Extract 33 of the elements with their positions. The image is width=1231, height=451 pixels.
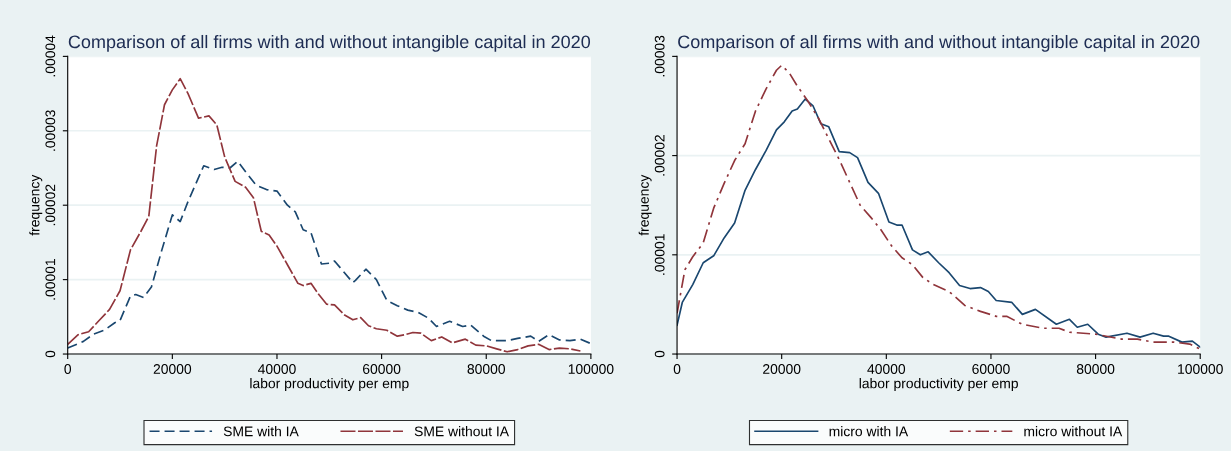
x-tick-label: 80000: [1076, 364, 1115, 374]
x-tick-label: 60000: [363, 364, 401, 374]
y-tick-label: .00001: [45, 259, 56, 300]
y-tick-label: 0: [45, 350, 56, 358]
x-tick-label: 100000: [568, 364, 614, 374]
x-tick-label: 100000: [1178, 364, 1223, 374]
y-tick-label: .00003: [45, 110, 56, 151]
y-tick-label: .00001: [654, 234, 665, 275]
y-axis-title: frequency: [29, 174, 43, 236]
x-tick-label: 0: [673, 364, 681, 374]
y-tick-label: .00002: [45, 184, 56, 226]
x-tick-label: 20000: [153, 364, 192, 374]
x-tick-label: 40000: [867, 364, 906, 374]
x-axis-title: labor productivity per emp: [859, 378, 1018, 392]
x-tick-label: 60000: [972, 364, 1010, 374]
chart-title: Comparison of all firms with and without intangible capital in 2020: [678, 34, 1200, 52]
x-tick-label: 0: [64, 364, 72, 374]
legend-label: micro with IA: [829, 426, 909, 437]
y-axis-title: frequency: [638, 174, 652, 236]
line-series: [67, 77, 582, 353]
legend-label: SME with IA: [223, 426, 299, 437]
x-tick-label: 20000: [763, 364, 801, 374]
x-tick-label: 80000: [467, 364, 506, 374]
x-axis-title: labor productivity per emp: [250, 378, 409, 392]
y-tick-label: .00002: [654, 135, 665, 176]
legend-label: micro without IA: [1024, 426, 1123, 437]
legend-label: SME without IA: [414, 426, 509, 437]
y-tick-label: .00003: [654, 35, 665, 77]
chart-title: Comparison of all firms with and without intangible capital in 2020: [68, 34, 591, 52]
y-tick-label: 0: [654, 350, 665, 358]
y-tick-label: .00004: [45, 35, 56, 77]
line-series: [67, 160, 591, 349]
x-tick-label: 40000: [257, 364, 296, 374]
